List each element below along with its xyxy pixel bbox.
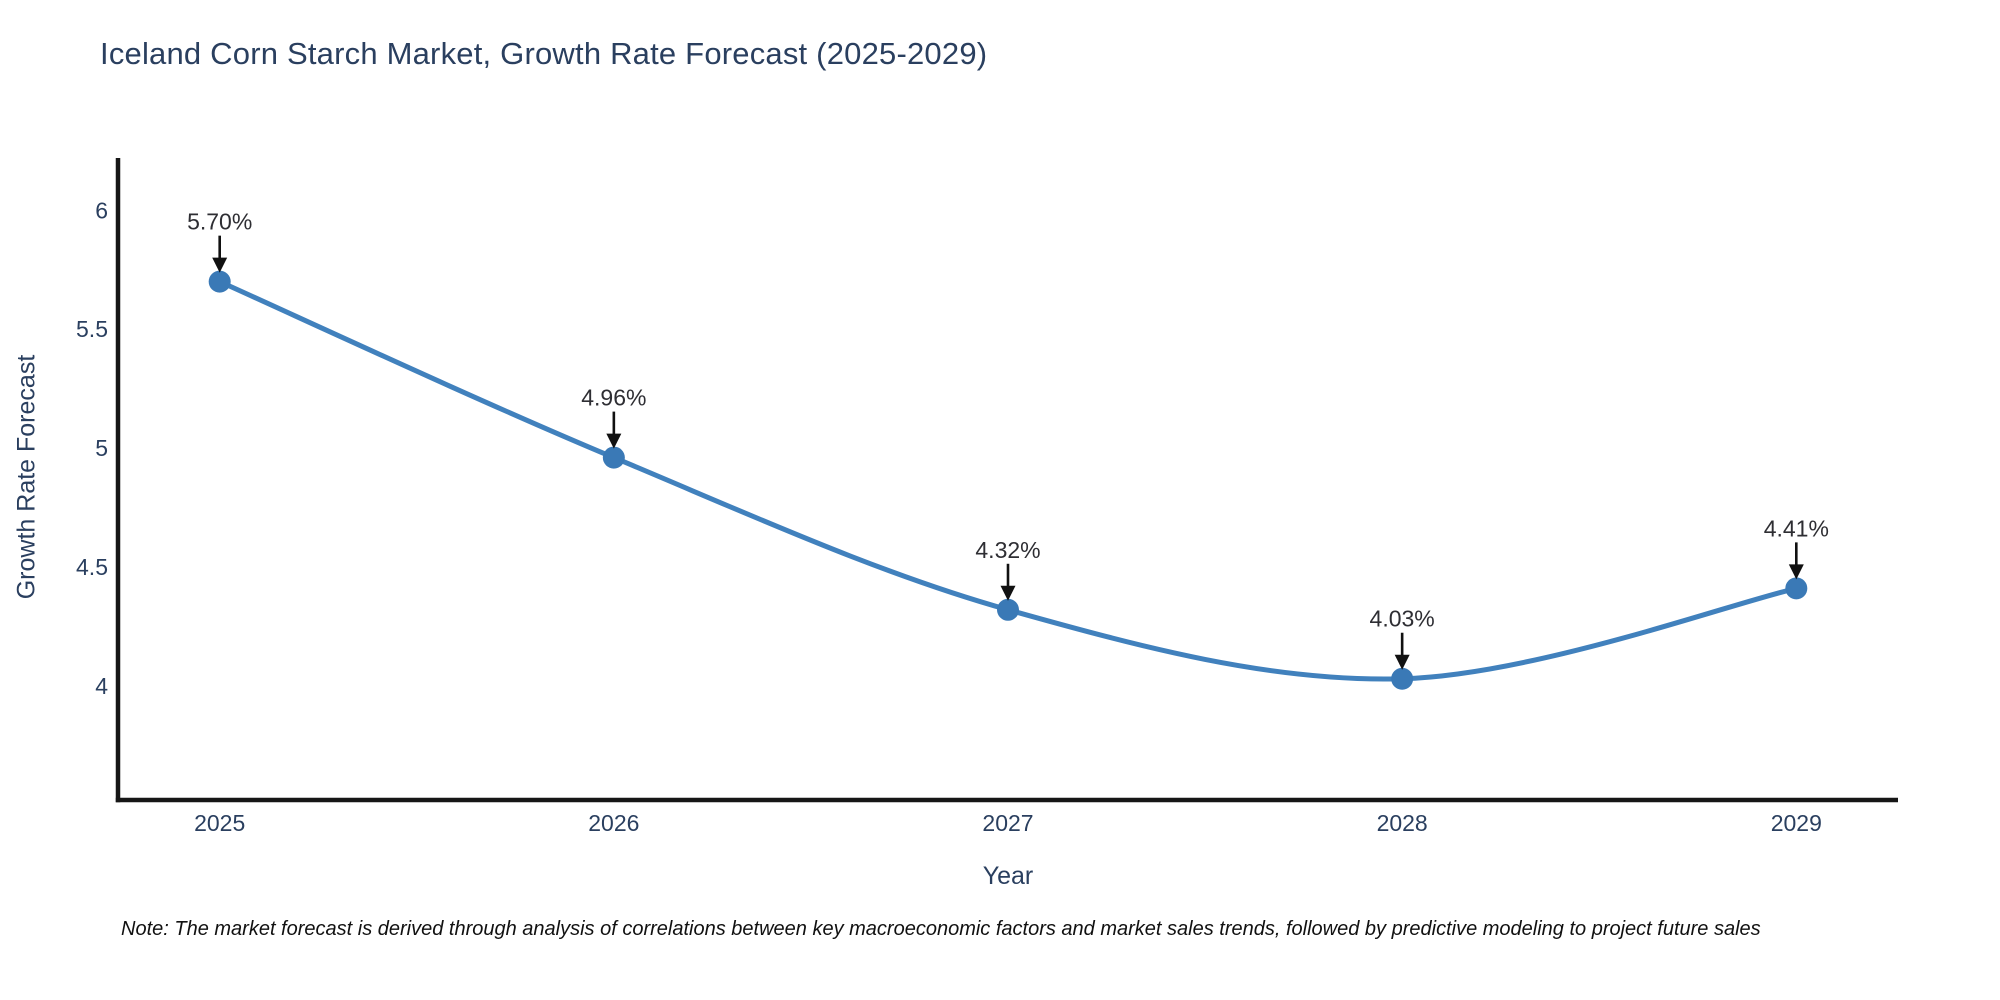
x-tick-label: 2029 (1771, 810, 1822, 836)
x-tick-label: 2027 (982, 810, 1033, 836)
y-tick-label: 5 (95, 435, 108, 461)
y-tick-label: 5.5 (76, 316, 108, 342)
annotation-arrowhead-icon (1394, 654, 1410, 670)
data-point-label: 4.32% (975, 537, 1040, 563)
y-axis-title: Growth Rate Forecast (12, 354, 41, 600)
data-point-marker[interactable] (208, 270, 231, 293)
x-axis-title: Year (982, 862, 1034, 890)
data-point-marker[interactable] (1785, 577, 1808, 600)
data-point-label: 4.96% (581, 385, 646, 411)
data-point-label: 4.03% (1370, 606, 1435, 632)
x-tick-label: 2025 (194, 810, 245, 836)
data-point-marker[interactable] (1391, 667, 1414, 690)
x-tick-label: 2028 (1377, 810, 1428, 836)
y-tick-label: 6 (95, 197, 108, 223)
annotation-arrowhead-icon (606, 433, 622, 449)
y-tick-label: 4 (95, 673, 108, 699)
data-point-marker[interactable] (997, 598, 1019, 621)
data-point-marker[interactable] (602, 446, 625, 469)
data-point-label: 4.41% (1764, 515, 1829, 541)
annotation-arrowhead-icon (212, 257, 228, 273)
y-tick-label: 4.5 (76, 554, 108, 580)
footnote: Note: The market forecast is derived thr… (121, 918, 1761, 940)
x-tick-label: 2026 (588, 810, 639, 836)
data-point-label: 5.70% (187, 209, 252, 235)
annotation-arrowhead-icon (1788, 564, 1804, 580)
annotation-arrowhead-icon (1000, 585, 1016, 601)
chart-title: Iceland Corn Starch Market, Growth Rate … (100, 36, 988, 71)
